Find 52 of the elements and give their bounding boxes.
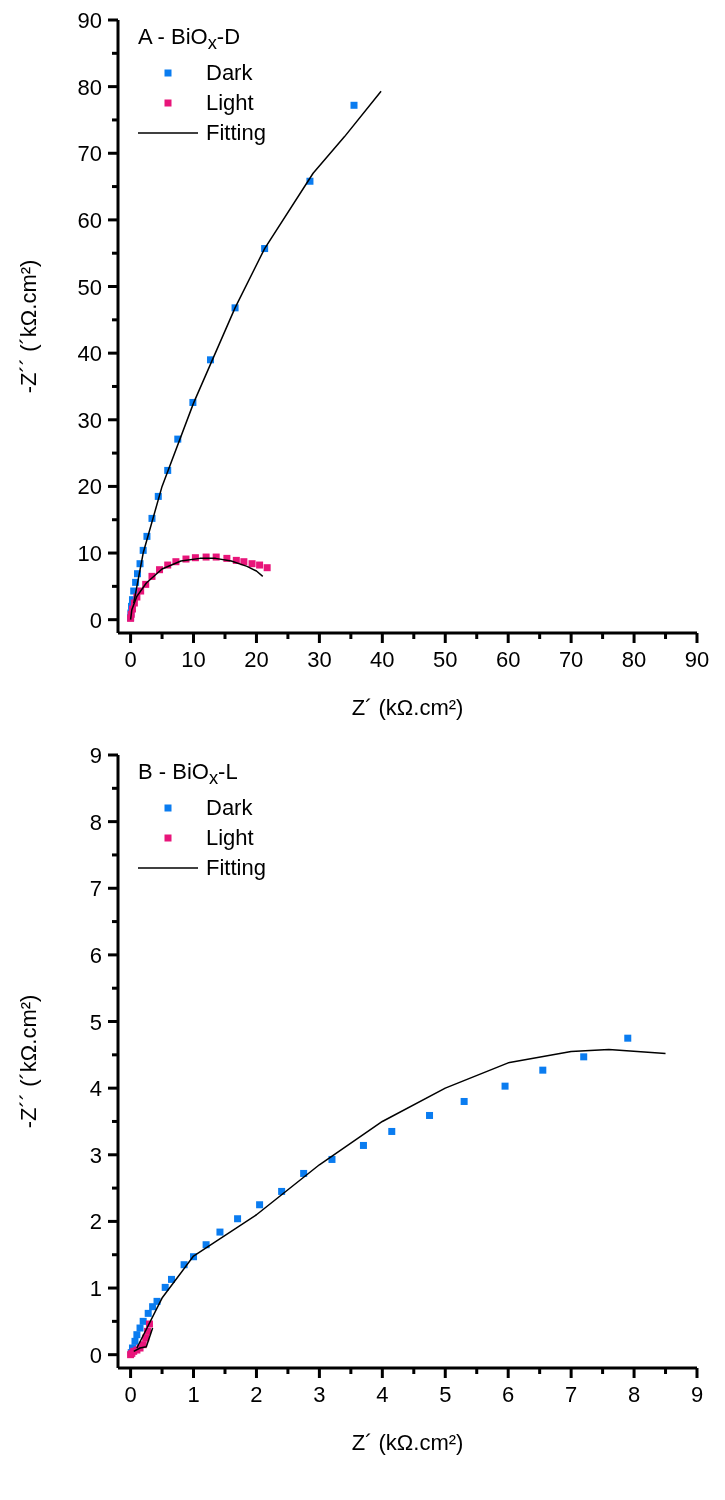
y-tick-label: 30 (77, 407, 102, 433)
y-tick-label: 6 (89, 942, 102, 968)
y-axis-title: -Z´´ (´kΩ.cm²) (15, 994, 41, 1129)
x-tick-label: 10 (181, 647, 206, 672)
x-tick-label: 5 (439, 1382, 452, 1407)
legend-title: A - BiO$_{x}$-D (138, 23, 242, 56)
legend-label: Fitting (206, 119, 266, 148)
y-tick-label: 0 (89, 1342, 102, 1368)
y-tick-label: 10 (77, 541, 102, 567)
y-tick-label: 5 (89, 1009, 102, 1035)
legend-label: Fitting (206, 854, 266, 883)
x-tick-label: 7 (565, 1382, 578, 1407)
legend-label: Dark (206, 59, 253, 88)
y-tick-label: 80 (77, 74, 102, 100)
y-tick-label: 3 (89, 1142, 102, 1168)
y-tick-label: 8 (89, 809, 102, 835)
x-tick-label: 3 (313, 1382, 326, 1407)
x-tick-label: 60 (495, 647, 521, 672)
x-tick-label: 2 (250, 1382, 263, 1407)
x-tick-label: 30 (307, 647, 332, 672)
y-axis-title: -Z´´ (´kΩ.cm²) (15, 259, 41, 394)
y-tick-label: 40 (77, 341, 102, 367)
y-tick-label: 4 (89, 1076, 102, 1102)
y-tick-label: 2 (89, 1209, 102, 1235)
x-tick-label: 70 (558, 647, 584, 672)
x-tick-label: 4 (376, 1382, 389, 1407)
legend-label: Light (206, 89, 254, 118)
x-tick-label: 0 (124, 1382, 137, 1407)
y-tick-label: 1 (89, 1276, 102, 1302)
legend-label: Light (206, 824, 254, 853)
x-tick-label: 6 (502, 1382, 515, 1407)
x-tick-label: 80 (621, 647, 647, 672)
y-tick-label: 70 (77, 141, 102, 167)
x-tick-label: 1 (187, 1382, 200, 1407)
x-axis-title: Z´ (kΩ.cm²) (351, 695, 464, 720)
y-tick-label: 50 (77, 274, 102, 300)
x-tick-label: 50 (433, 647, 458, 672)
x-tick-label: 9 (690, 1382, 704, 1407)
x-axis-title: Z´ (kΩ.cm²) (351, 1430, 464, 1455)
x-tick-label: 0 (124, 647, 137, 672)
x-tick-label: 90 (684, 647, 710, 672)
x-tick-label: 20 (244, 647, 269, 672)
y-tick-label: 0 (89, 607, 102, 633)
legend-label: Dark (206, 794, 253, 823)
x-tick-label: 8 (627, 1382, 641, 1407)
y-tick-label: 60 (77, 207, 102, 233)
y-tick-label: 7 (89, 876, 102, 902)
y-tick-label: 9 (89, 743, 102, 768)
y-tick-label: 90 (77, 8, 102, 33)
x-tick-label: 40 (370, 647, 395, 672)
legend-title: B - BiO$_{x}$-L (138, 758, 239, 791)
y-tick-label: 20 (77, 474, 102, 500)
